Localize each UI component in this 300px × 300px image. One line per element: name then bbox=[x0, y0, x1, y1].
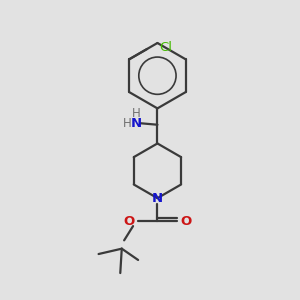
Text: H: H bbox=[132, 107, 141, 120]
Text: Cl: Cl bbox=[160, 41, 172, 54]
Text: H: H bbox=[122, 117, 131, 130]
Text: O: O bbox=[124, 215, 135, 228]
Text: N: N bbox=[131, 117, 142, 130]
Text: O: O bbox=[180, 215, 191, 228]
Text: N: N bbox=[152, 192, 163, 205]
